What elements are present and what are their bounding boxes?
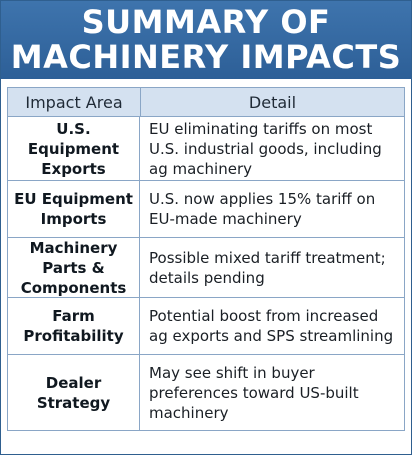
row-detail: Possible mixed tariff treatment; details… [149, 248, 386, 287]
title-line-1: SUMMARY OF [81, 3, 331, 41]
row-impact-area: U.S. Equipment Exports [8, 117, 140, 180]
table-row: Machinery Parts & Components Possible mi… [7, 238, 405, 298]
row-detail: May see shift in buyer preferences towar… [149, 363, 359, 422]
title-line-2: MACHINERY IMPACTS [10, 38, 402, 76]
row-impact-area: Farm Profitability [8, 298, 140, 354]
row-detail: U.S. now applies 15% tariff on EU-made m… [149, 190, 376, 228]
row-impact-area: EU Equipment Imports [8, 181, 140, 237]
row-impact-area: Dealer Strategy [8, 355, 140, 430]
table-header-row: Impact Area Detail [7, 87, 405, 117]
table-row: U.S. Equipment Exports EU eliminating ta… [7, 117, 405, 181]
table-row: Dealer Strategy May see shift in buyer p… [7, 355, 405, 431]
row-detail: EU eliminating tariffs on most U.S. indu… [149, 119, 382, 178]
table-row: Farm Profitability Potential boost from … [7, 298, 405, 355]
row-detail: Potential boost from increased ag export… [149, 307, 394, 345]
table-body: U.S. Equipment Exports EU eliminating ta… [7, 117, 405, 431]
header-detail: Detail [248, 92, 297, 112]
title-banner: SUMMARY OF MACHINERY IMPACTS [1, 1, 411, 79]
row-impact-area: Machinery Parts & Components [8, 238, 140, 297]
table-row: EU Equipment Imports U.S. now applies 15… [7, 181, 405, 238]
header-impact-area: Impact Area [8, 88, 141, 116]
